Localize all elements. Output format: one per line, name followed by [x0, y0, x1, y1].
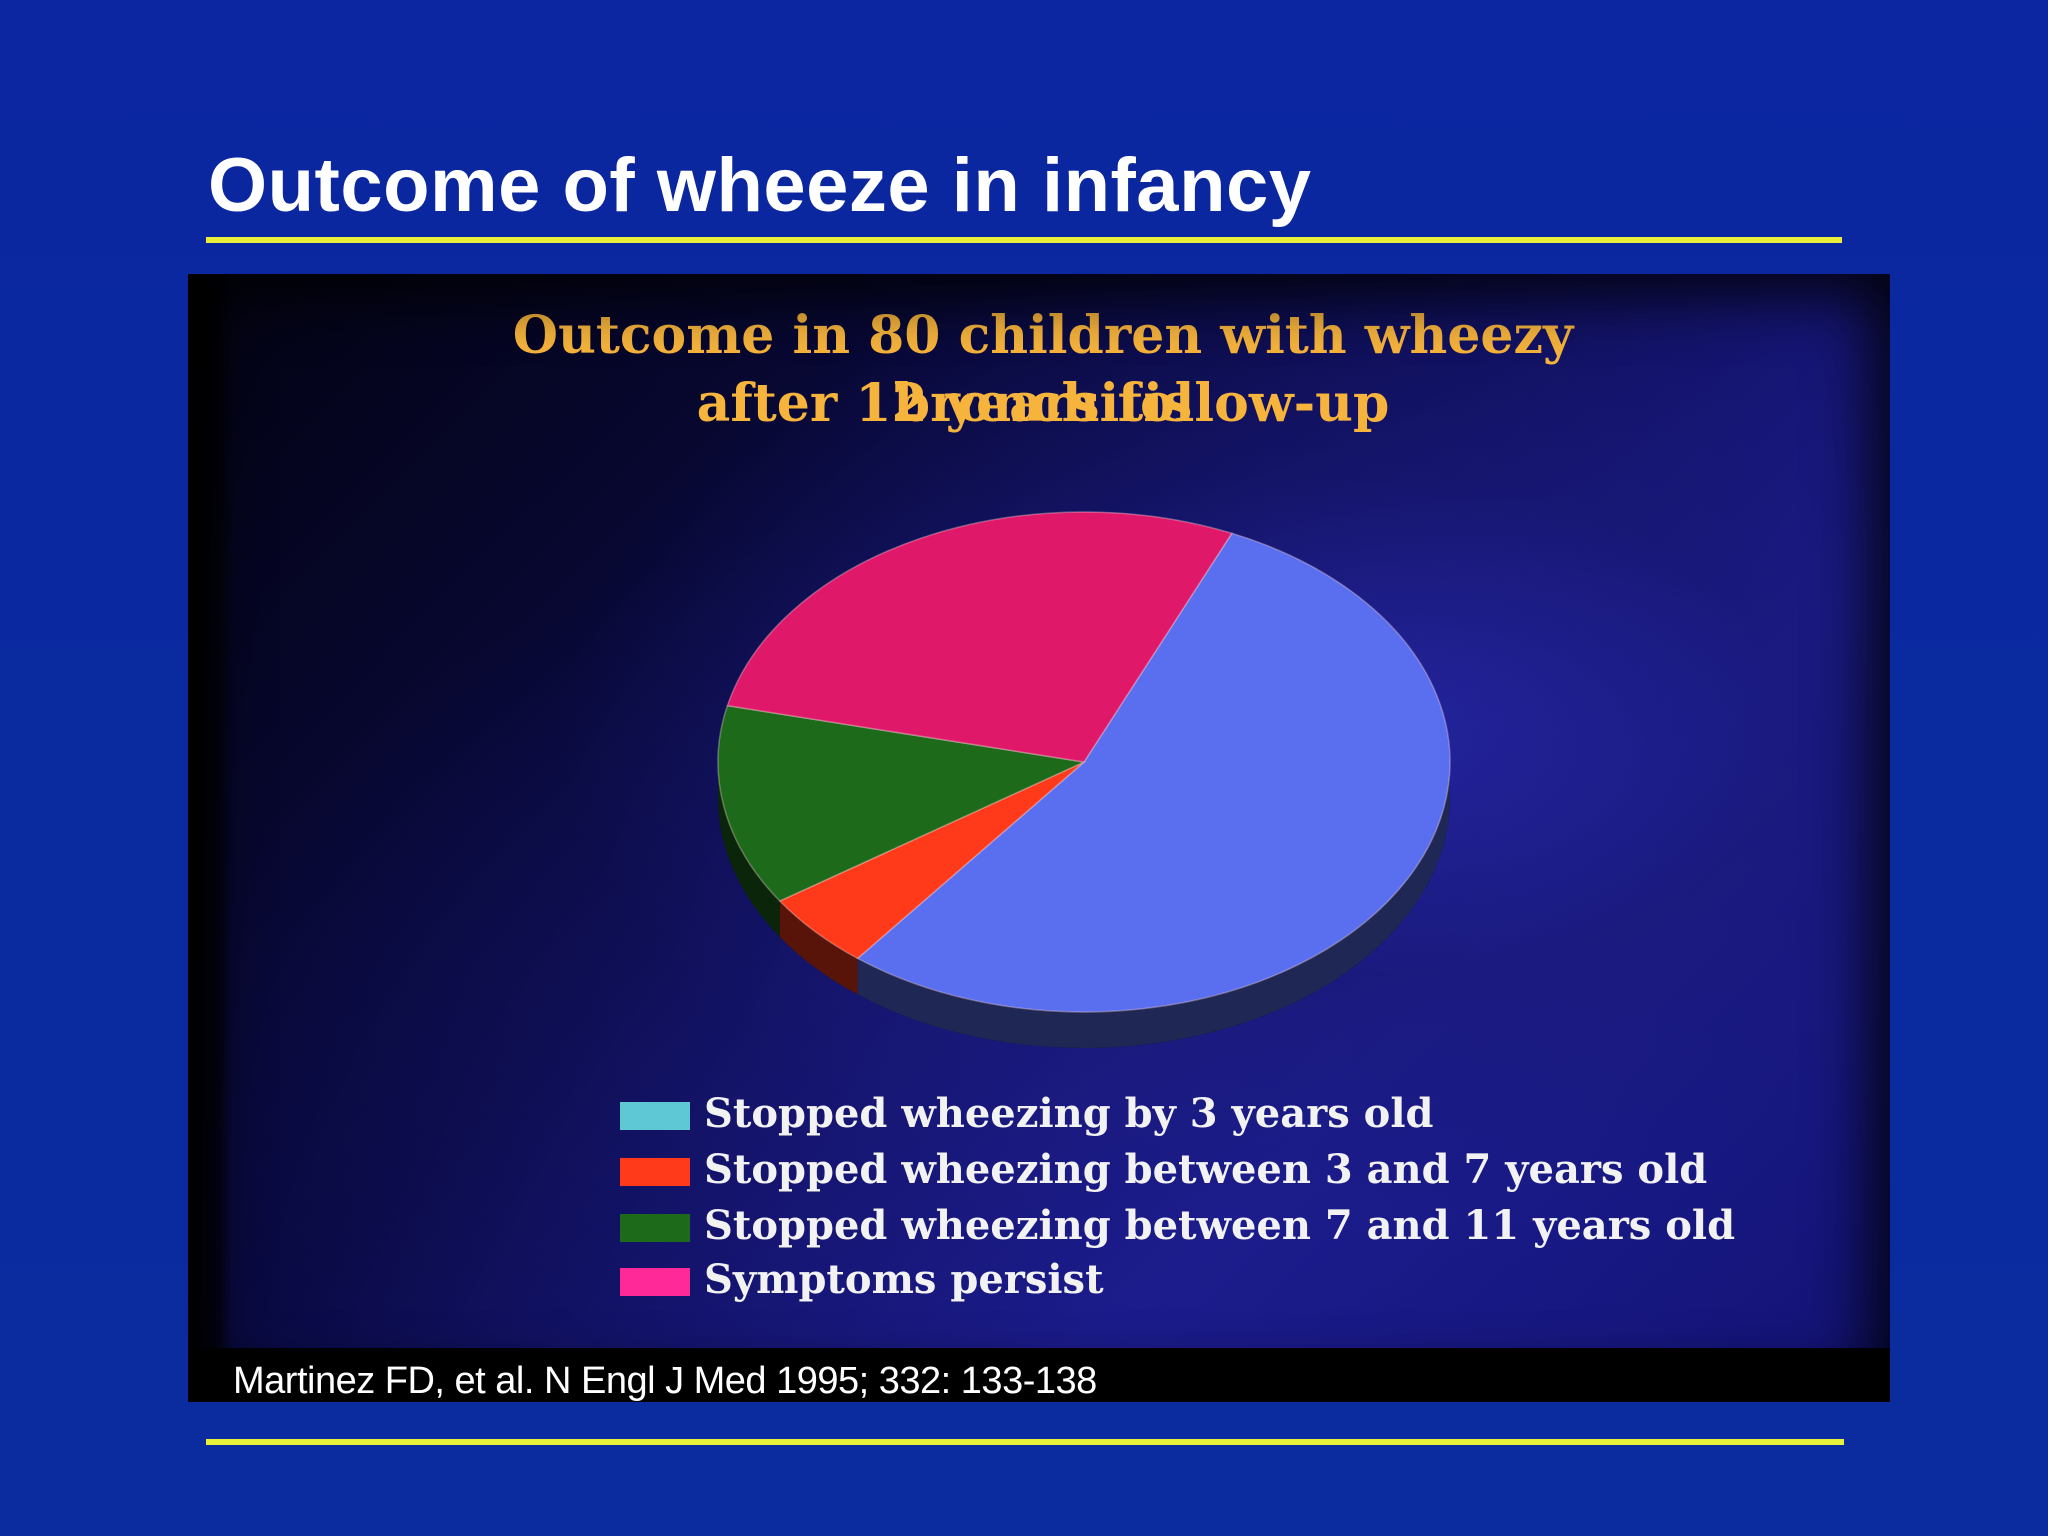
pie-slice-side — [718, 762, 780, 937]
legend-item: Stopped wheezing between 7 and 11 years … — [620, 1198, 1735, 1254]
bottom-rule — [206, 1439, 1844, 1445]
legend-swatch — [620, 1214, 690, 1242]
legend-label: Symptoms persist — [704, 1256, 1104, 1303]
pie-slice-side — [779, 900, 858, 995]
legend-label: Stopped wheezing between 3 and 7 years o… — [704, 1146, 1708, 1193]
citation: Martinez FD, et al. N Engl J Med 1995; 3… — [233, 1360, 1097, 1402]
pie-slice — [856, 532, 1451, 1013]
pie-slice — [778, 761, 1085, 960]
legend-label: Stopped wheezing between 7 and 11 years … — [704, 1202, 1736, 1249]
chart-title-line-2: after 12 years follow-up — [696, 373, 1390, 434]
legend-item: Stopped wheezing between 3 and 7 years o… — [620, 1142, 1707, 1198]
legend-swatch — [620, 1268, 690, 1296]
pie-chart — [717, 511, 1451, 1048]
slide-title: Outcome of wheeze in infancy — [208, 143, 1312, 228]
legend-label: Stopped wheezing by 3 years old — [704, 1090, 1434, 1137]
pie-slice — [717, 704, 1087, 902]
legend-swatch — [620, 1158, 690, 1186]
photo-bottom-band — [188, 1348, 1890, 1402]
title-underline-rule — [206, 237, 1842, 243]
chart-title-line-1: Outcome in 80 children with wheezy bronc… — [512, 305, 1574, 434]
photo-vignette — [188, 274, 1890, 1402]
pie-slice — [726, 511, 1234, 763]
legend-item: Stopped wheezing by 3 years old — [620, 1086, 1620, 1142]
photo-left-edge — [188, 274, 232, 1402]
pie-slice-side — [857, 762, 1450, 1048]
legend-swatch — [620, 1102, 690, 1130]
legend-item: Symptoms persist — [620, 1252, 1620, 1308]
chart-photo: Outcome in 80 children with wheezy bronc… — [188, 274, 1890, 1402]
